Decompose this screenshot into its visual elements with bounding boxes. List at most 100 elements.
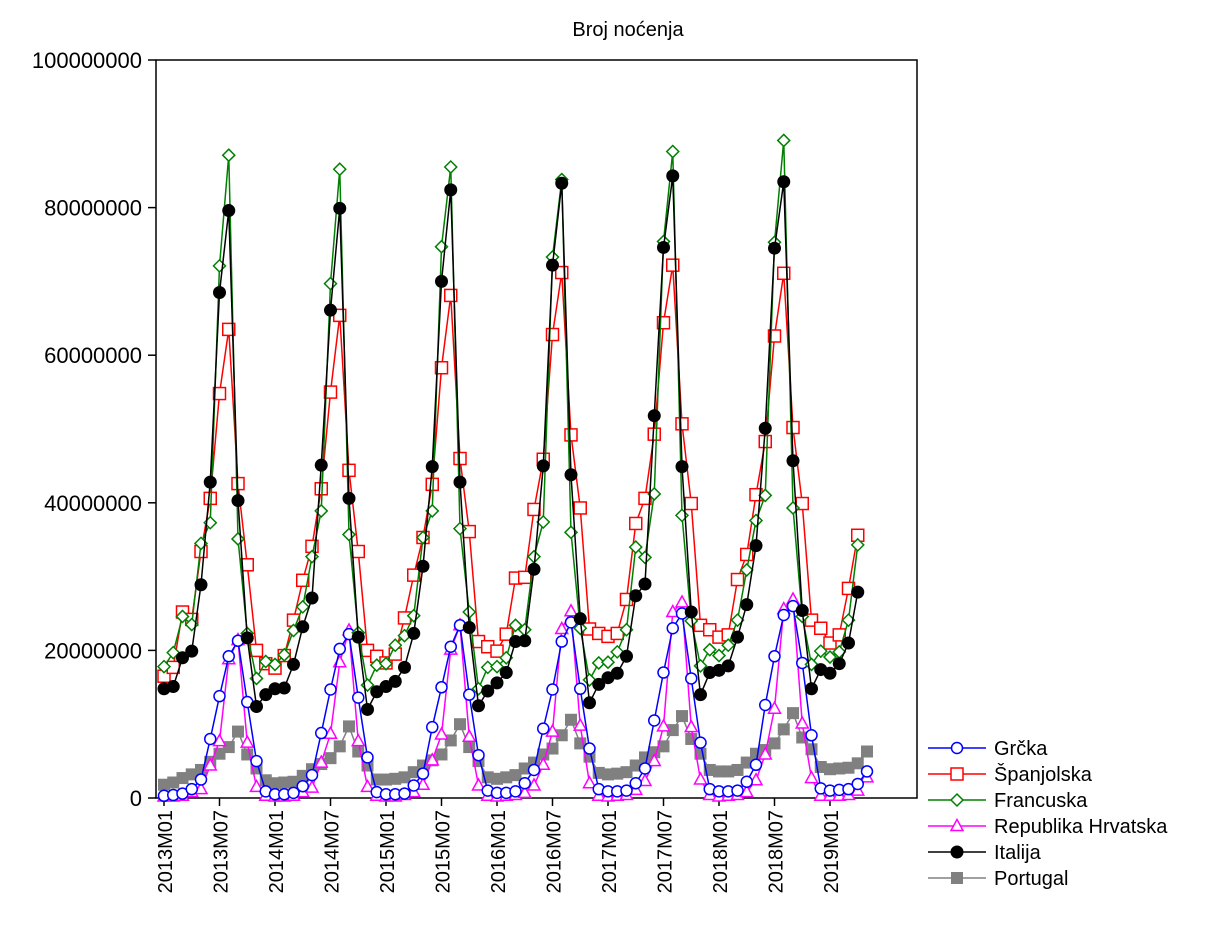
grcka-point (287, 786, 300, 800)
grcka-point (685, 672, 698, 685)
x-tick-label: 2019M01 (821, 810, 843, 893)
republika-hrvatska-point (572, 717, 588, 731)
grcka-point (777, 608, 790, 622)
chart-title: Broj noćenja (572, 19, 684, 41)
spanjolska-point (425, 477, 439, 492)
italija-point (185, 644, 199, 658)
grcka-point (638, 762, 652, 775)
y-tick-label: 100000000 (32, 48, 142, 73)
portugal-point (777, 723, 790, 736)
francuska-point (508, 618, 523, 633)
x-tick-label: 2017M07 (655, 810, 677, 893)
italija-point (472, 699, 485, 713)
portugal-point (676, 710, 688, 723)
italija-point (666, 169, 680, 183)
italija-point (481, 684, 495, 698)
legend-label: Portugal (994, 868, 1069, 890)
italija-point (518, 634, 532, 648)
italija-point (536, 459, 550, 473)
italija-point (333, 201, 347, 215)
francuska-point (323, 276, 338, 291)
y-tick-label: 80000000 (44, 196, 142, 221)
grcka-point (518, 776, 531, 790)
legend: Grčka Španjolska Francuska Republika Hrvats… (928, 738, 1168, 890)
italija-point (592, 677, 606, 691)
republika-hrvatska-point (674, 594, 690, 608)
francuska-point (230, 531, 246, 547)
republika-hrvatska-point (656, 718, 671, 732)
series-grcka (157, 599, 874, 803)
italija-point (675, 460, 689, 474)
grcka-point (583, 742, 596, 755)
republika-hrvatska-point (461, 728, 477, 742)
italija-point (768, 241, 781, 255)
grcka-point (472, 748, 485, 762)
portugal-point (333, 740, 346, 753)
grcka-point (666, 622, 679, 635)
italija-point (277, 681, 291, 695)
series-layer (156, 133, 875, 803)
francuska-point (175, 609, 190, 624)
republika-hrvatska-point (804, 770, 819, 784)
francuska-point (489, 659, 505, 674)
grcka-point (759, 698, 772, 712)
portugal-point (324, 752, 337, 765)
x-tick-label: 2016M07 (544, 810, 566, 893)
francuska-point (378, 656, 394, 671)
francuska-point (813, 644, 828, 659)
legend-republika-hrvatska-point (949, 817, 965, 832)
republika-hrvatska-point (748, 772, 764, 786)
francuska-point (776, 133, 791, 148)
francuska-point (628, 540, 643, 555)
spanjolska-line (163, 265, 859, 677)
spanjolska-point (564, 428, 578, 442)
francuska-point (600, 655, 616, 670)
spanjolska-point (342, 463, 356, 478)
francuska-point (156, 659, 172, 674)
legend-label: Republika Hrvatska (994, 816, 1168, 838)
italija-point (490, 676, 504, 690)
italija-point (176, 651, 189, 665)
x-tick-label: 2014M01 (266, 810, 288, 893)
portugal-point (343, 720, 355, 733)
legend-item-spanjolska: Španjolska (928, 763, 1093, 786)
republika-hrvatska-point (563, 603, 579, 617)
italija-point (287, 657, 300, 671)
series-francuska (156, 133, 865, 696)
spanjolska-point (212, 386, 227, 401)
grcka-point (768, 650, 781, 663)
grcka-point (407, 779, 420, 792)
italija-point (231, 494, 245, 508)
grcka-point (204, 732, 217, 746)
portugal-point (768, 737, 781, 750)
spanjolska-point (351, 544, 365, 559)
legend-francuska-point (949, 792, 965, 808)
republika-hrvatska-point (813, 787, 829, 802)
republika-hrvatska-point (767, 700, 782, 714)
francuska-point (665, 144, 680, 159)
italija-point (694, 688, 707, 702)
italija-point (555, 176, 569, 190)
italija-point (823, 666, 837, 680)
legend-label: Francuska (994, 790, 1088, 812)
portugal-point (565, 713, 577, 726)
spanjolska-point (545, 327, 560, 342)
italija-point (647, 409, 661, 423)
francuska-point (711, 648, 727, 663)
grcka-point (620, 784, 633, 797)
grcka-point (250, 754, 263, 768)
francuska-point (573, 621, 588, 636)
grcka-point (555, 635, 568, 648)
grcka-point (527, 763, 541, 777)
grcka-point (657, 666, 670, 679)
republika-hrvatska-point (424, 752, 440, 766)
grcka-point (444, 640, 457, 653)
portugal-point (463, 741, 476, 754)
francuska-point (166, 645, 181, 660)
republika-hrvatska-point (304, 779, 320, 793)
italija-point (361, 702, 374, 716)
legend-portugal-point (951, 872, 963, 884)
republika-hrvatska-point (313, 754, 329, 768)
portugal-point (731, 763, 744, 776)
series-italija (157, 169, 865, 716)
